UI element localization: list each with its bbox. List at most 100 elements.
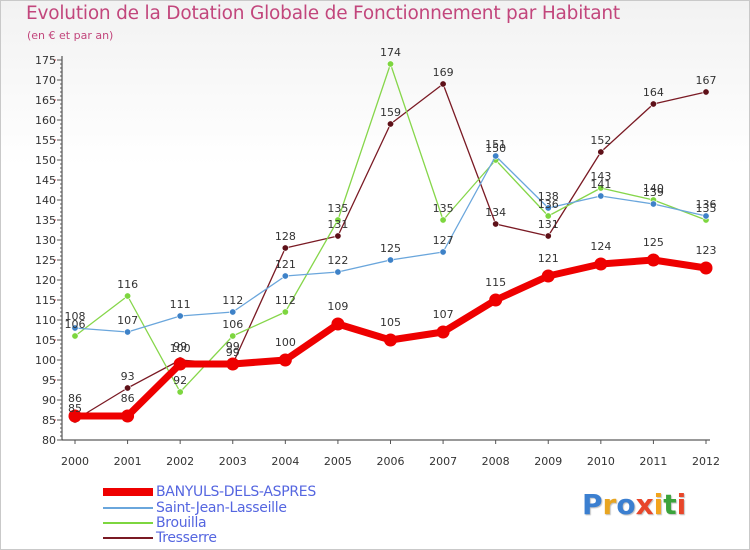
data-point-banyuls-dels-aspres [121, 409, 135, 423]
legend-label: Saint-Jean-Lasseille [156, 500, 287, 516]
y-tick-label: 80 [42, 434, 56, 447]
data-point-banyuls-dels-aspres [384, 333, 397, 347]
data-label-tresserre: 134 [485, 206, 506, 219]
y-tick-label: 135 [35, 214, 56, 227]
data-point-saint-jean-lasseille [334, 268, 342, 276]
data-point-saint-jean-lasseille [176, 312, 184, 320]
data-label-brouilla: 150 [485, 142, 506, 155]
data-point-tresserre [649, 100, 657, 108]
data-point-tresserre [492, 220, 500, 228]
x-tick-label: 2011 [639, 455, 667, 468]
data-point-tresserre [281, 244, 289, 252]
data-label-saint-jean-lasseille: 121 [275, 258, 296, 271]
data-label-tresserre: 85 [68, 402, 82, 415]
y-tick-label: 130 [35, 234, 56, 247]
data-label-banyuls-dels-aspres: 109 [327, 300, 348, 313]
x-tick-label: 2006 [377, 455, 405, 468]
data-point-saint-jean-lasseille [71, 324, 79, 332]
data-point-saint-jean-lasseille [439, 248, 447, 256]
logo-letter: r [602, 488, 617, 521]
data-point-brouilla [597, 184, 605, 192]
x-tick-label: 2012 [692, 455, 720, 468]
y-tick-label: 120 [35, 274, 56, 287]
y-tick-label: 165 [35, 94, 56, 107]
data-point-banyuls-dels-aspres [699, 261, 713, 275]
data-point-saint-jean-lasseille [649, 200, 657, 208]
legend-item-brouilla: Brouilla [103, 515, 207, 531]
data-label-saint-jean-lasseille: 127 [433, 234, 454, 247]
logo-letter: t [663, 488, 677, 521]
data-point-brouilla [281, 308, 289, 316]
data-label-tresserre: 131 [327, 218, 348, 231]
data-label-saint-jean-lasseille: 125 [380, 242, 401, 255]
x-tick-label: 2003 [219, 455, 247, 468]
data-point-saint-jean-lasseille [124, 328, 132, 336]
data-label-tresserre: 131 [538, 218, 559, 231]
data-label-banyuls-dels-aspres: 86 [68, 392, 82, 405]
y-tick-label: 140 [35, 194, 56, 207]
x-tick-label: 2002 [166, 455, 194, 468]
y-tick-label: 115 [35, 294, 56, 307]
data-label-brouilla: 106 [65, 318, 86, 331]
data-label-saint-jean-lasseille: 112 [222, 294, 243, 307]
data-label-banyuls-dels-aspres: 125 [643, 236, 664, 249]
data-point-tresserre [597, 148, 605, 156]
x-tick-label: 2007 [429, 455, 457, 468]
data-point-saint-jean-lasseille [702, 212, 710, 220]
data-point-tresserre [386, 120, 394, 128]
data-point-saint-jean-lasseille [281, 272, 289, 280]
data-point-saint-jean-lasseille [386, 256, 394, 264]
data-point-saint-jean-lasseille [229, 308, 237, 316]
data-label-saint-jean-lasseille: 138 [538, 190, 559, 203]
x-tick-label: 2009 [534, 455, 562, 468]
data-label-tresserre: 169 [433, 66, 454, 79]
chart-subtitle: (en € et par an) [27, 29, 114, 42]
data-label-brouilla: 174 [380, 46, 401, 59]
x-tick-label: 2004 [271, 455, 299, 468]
logo-letter: i [653, 488, 664, 521]
data-point-saint-jean-lasseille [492, 152, 500, 160]
logo-letter: o [616, 488, 636, 521]
data-label-tresserre: 164 [643, 86, 664, 99]
y-tick-label: 105 [35, 334, 56, 347]
data-point-brouilla [124, 292, 132, 300]
data-point-banyuls-dels-aspres [278, 353, 292, 367]
data-point-brouilla [71, 332, 79, 340]
data-point-tresserre [334, 232, 342, 240]
data-point-banyuls-dels-aspres [646, 253, 660, 267]
data-label-brouilla: 143 [590, 170, 611, 183]
legend-label: Brouilla [156, 515, 207, 531]
data-label-brouilla: 135 [327, 202, 348, 215]
data-point-brouilla [334, 216, 342, 224]
y-tick-label: 100 [35, 354, 56, 367]
data-point-tresserre [439, 80, 447, 88]
data-point-banyuls-dels-aspres [331, 317, 345, 331]
data-point-tresserre [544, 232, 552, 240]
data-label-tresserre: 159 [380, 106, 401, 119]
x-tick-label: 2001 [114, 455, 142, 468]
y-tick-label: 175 [35, 54, 56, 67]
data-label-banyuls-dels-aspres: 99 [226, 340, 240, 353]
proxiti-logo: Proxiti [582, 488, 686, 521]
data-label-saint-jean-lasseille: 107 [117, 314, 138, 327]
data-point-saint-jean-lasseille [597, 192, 605, 200]
data-label-banyuls-dels-aspres: 107 [433, 308, 454, 321]
data-point-brouilla [176, 388, 184, 396]
data-point-brouilla [544, 212, 552, 220]
legend-item-banyuls-dels-aspres: BANYULS-DELS-ASPRES [103, 484, 316, 500]
data-point-brouilla [439, 216, 447, 224]
data-label-brouilla: 136 [538, 198, 559, 211]
data-label-brouilla: 116 [117, 278, 138, 291]
logo-letter: i [676, 488, 687, 521]
legend-swatch [103, 522, 153, 524]
data-label-tresserre: 152 [590, 134, 611, 147]
data-label-saint-jean-lasseille: 136 [696, 198, 717, 211]
y-tick-label: 110 [35, 314, 56, 327]
data-label-saint-jean-lasseille: 122 [327, 254, 348, 267]
legend-item-tresserre: Tresserre [103, 530, 217, 546]
x-tick-label: 2008 [482, 455, 510, 468]
legend-label: Tresserre [156, 530, 217, 546]
data-label-saint-jean-lasseille: 151 [485, 138, 506, 151]
